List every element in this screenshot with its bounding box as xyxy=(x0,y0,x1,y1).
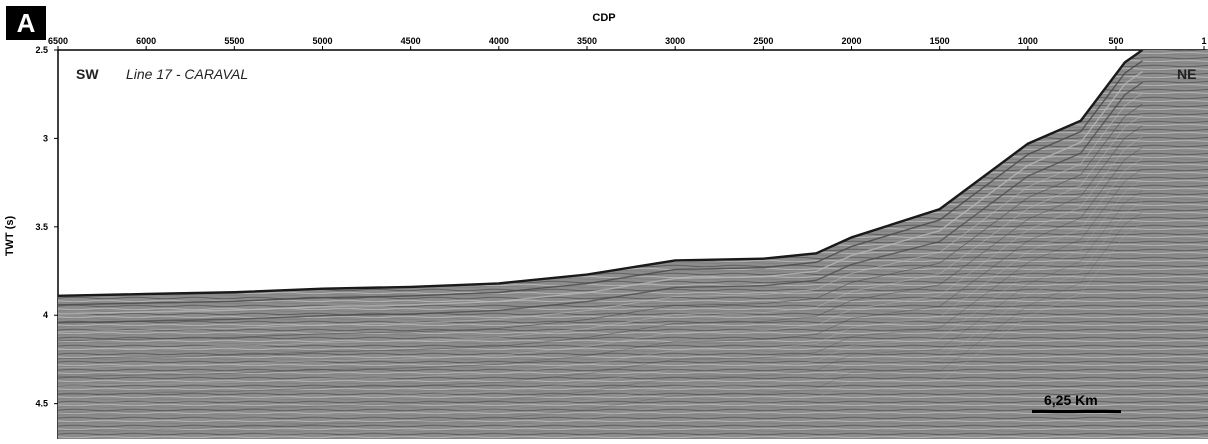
reflector-line xyxy=(58,157,1143,387)
reflector-line xyxy=(58,211,1143,432)
reflector-line xyxy=(76,222,1143,439)
scale-bar xyxy=(1032,410,1121,413)
x-tick-label: 2000 xyxy=(841,36,861,46)
reflector-line xyxy=(58,168,1143,396)
x-tick-label: 6500 xyxy=(48,36,68,46)
x-tick-label: 1500 xyxy=(930,36,950,46)
x-tick-label: 5000 xyxy=(312,36,332,46)
seismic-data xyxy=(58,50,1208,439)
x-tick-label: 1000 xyxy=(1018,36,1038,46)
sediment-section xyxy=(58,50,1208,439)
x-tick-label: 2500 xyxy=(753,36,773,46)
reflector-line xyxy=(58,81,1143,324)
reflector-line xyxy=(58,200,1143,423)
x-tick-label: 4500 xyxy=(401,36,421,46)
seafloor-reflector xyxy=(58,50,1144,297)
reflector-line xyxy=(58,103,1143,342)
x-tick-label: 4000 xyxy=(489,36,509,46)
reflector-line xyxy=(58,71,1143,315)
reflector-line xyxy=(58,136,1143,369)
reflector-line xyxy=(58,92,1143,333)
x-axis-title: CDP xyxy=(592,12,616,24)
y-tick-label: 3.5 xyxy=(35,222,48,232)
direction-ne-label: NE xyxy=(1177,66,1197,82)
y-axis-title: TWT (s) xyxy=(4,215,17,257)
reflector-line xyxy=(58,146,1143,378)
reflector-line xyxy=(58,190,1143,414)
reflector-line xyxy=(58,114,1143,351)
reflector-line xyxy=(58,179,1143,405)
reflector-line xyxy=(58,125,1143,360)
x-tick-label: 6000 xyxy=(136,36,156,46)
x-tick-label: 3000 xyxy=(665,36,685,46)
x-tick-label: 500 xyxy=(1108,36,1123,46)
panel-label: A xyxy=(6,6,46,40)
direction-sw-label: SW xyxy=(76,66,99,82)
reflector-line xyxy=(58,60,1143,306)
y-tick-label: 4.5 xyxy=(35,399,48,409)
x-tick-label: 1 xyxy=(1201,36,1206,46)
y-tick-label: 4 xyxy=(43,310,48,320)
x-tick-label: 5500 xyxy=(224,36,244,46)
y-tick-label: 2.5 xyxy=(35,45,48,55)
line-name-label: Line 17 - CARAVAL xyxy=(126,66,249,82)
x-tick-label: 3500 xyxy=(577,36,597,46)
y-tick-label: 3 xyxy=(43,133,48,143)
scale-bar-label: 6,25 Km xyxy=(1044,392,1098,408)
